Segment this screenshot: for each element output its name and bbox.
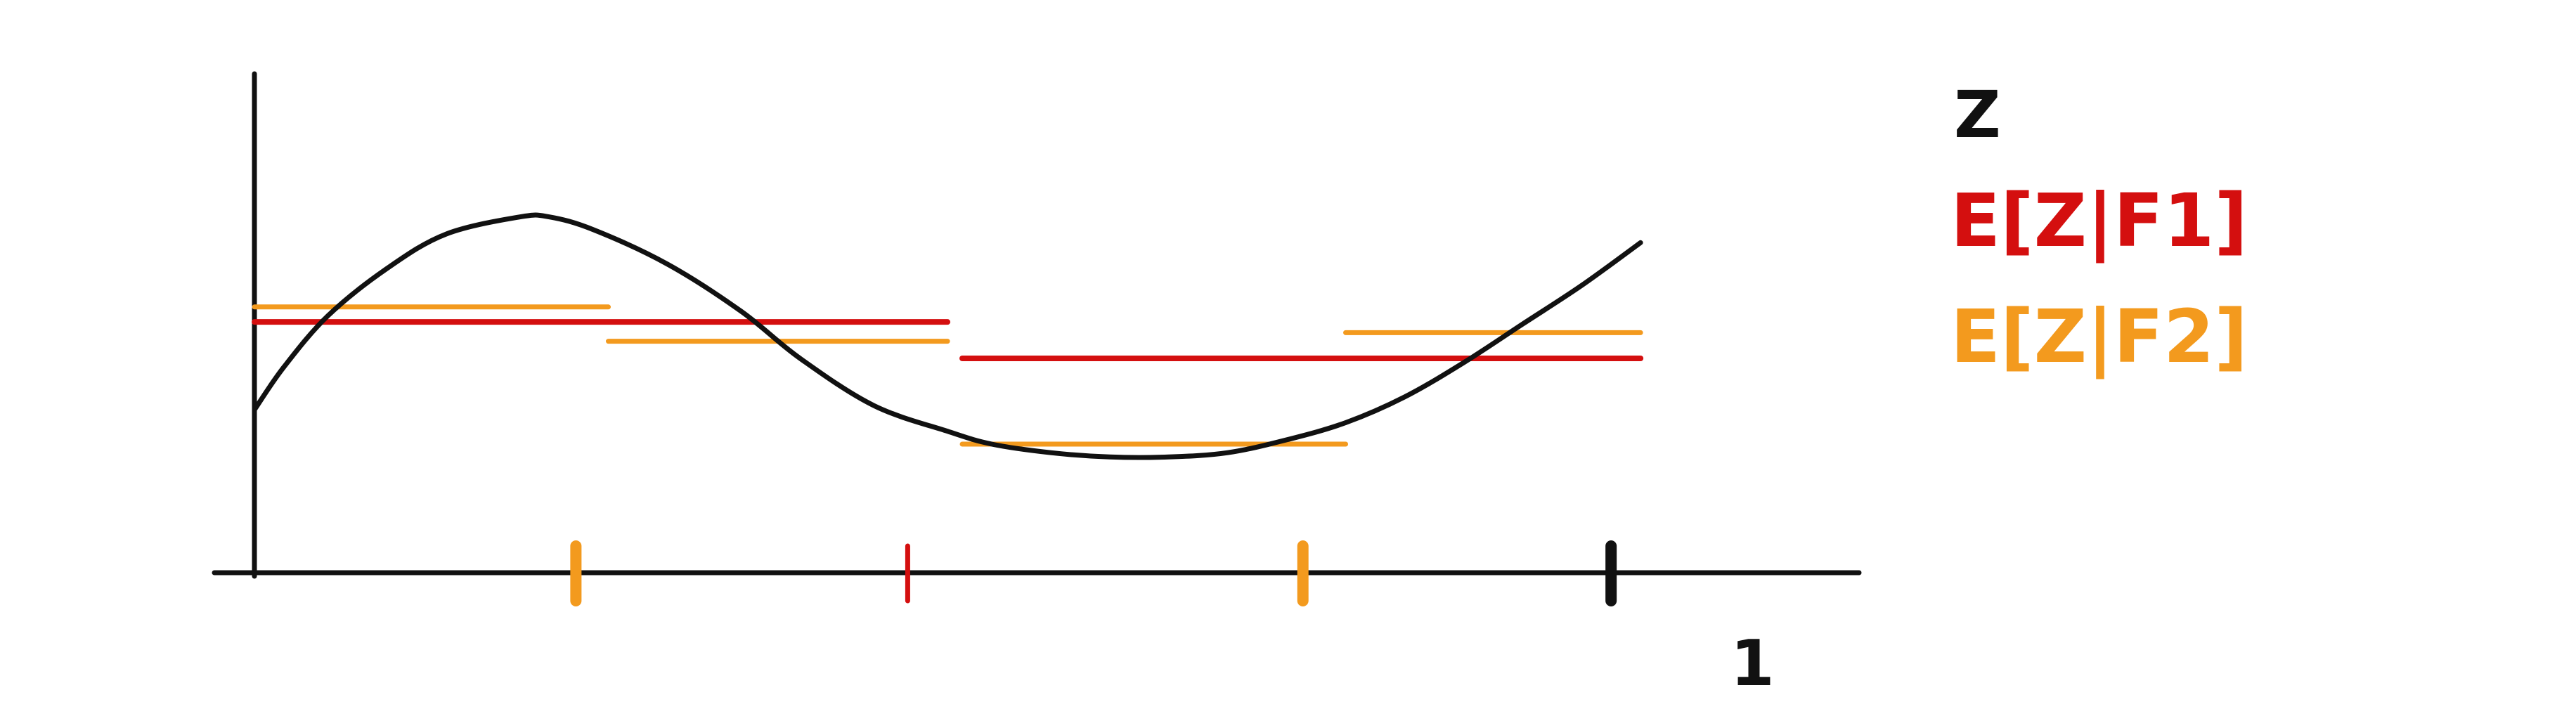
legend-curve-label: Z <box>1954 77 2001 152</box>
legend-coarse-label: E[Z|F1] <box>1950 178 2248 264</box>
axes <box>212 71 1862 579</box>
axis-end-label: 1 <box>1730 627 1775 701</box>
fine-steps <box>252 304 1643 447</box>
legend-fine-label: E[Z|F2] <box>1950 294 2248 379</box>
axis-ticks <box>570 540 1617 606</box>
legend: Z E[Z|F1] E[Z|F2] <box>1950 77 2248 379</box>
coarse-steps <box>252 319 1644 361</box>
curve-group <box>252 212 1643 460</box>
curve-line <box>252 212 1643 460</box>
